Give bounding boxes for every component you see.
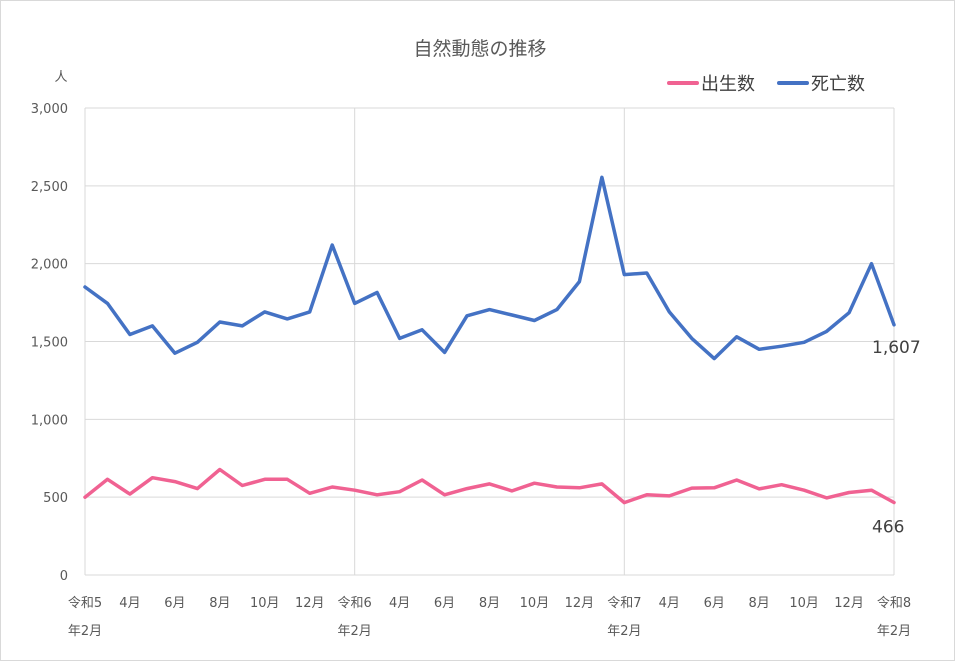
- x-tick-label: 10月: [520, 596, 550, 611]
- x-tick-label-year: 年2月: [338, 624, 372, 639]
- legend: 出生数 死亡数: [667, 74, 865, 95]
- y-tick-label: 500: [43, 491, 68, 506]
- x-tick-label-year: 年2月: [607, 624, 641, 639]
- x-tick-label: 令和8: [877, 596, 911, 611]
- x-tick-label: 8月: [749, 596, 770, 611]
- x-tick-label: 4月: [119, 596, 140, 611]
- y-tick-label: 1,500: [31, 336, 68, 351]
- y-tick-label: 0: [60, 569, 68, 584]
- x-tick-label: 6月: [704, 596, 725, 611]
- x-tick-label: 12月: [565, 596, 595, 611]
- y-axis-unit: 人: [54, 70, 67, 85]
- series-group: 466 1,607: [83, 175, 921, 537]
- chart-title: 自然動態の推移: [413, 38, 546, 60]
- y-tick-label: 2,500: [31, 180, 68, 195]
- x-tick-label: 10月: [250, 596, 280, 611]
- x-tick-label: 10月: [789, 596, 819, 611]
- x-tick-label-year: 年2月: [877, 624, 911, 639]
- gridlines: [84, 107, 895, 576]
- x-tick-label: 6月: [164, 596, 185, 611]
- x-tick-label: 8月: [209, 596, 230, 611]
- x-tick-label: 4月: [659, 596, 680, 611]
- x-tick-label: 12月: [295, 596, 325, 611]
- x-tick-label: 8月: [479, 596, 500, 611]
- x-tick-label: 令和7: [607, 596, 641, 611]
- y-tick-label: 1,000: [31, 413, 68, 428]
- y-axis-ticks: 0 500 1,000 1,500 2,000 2,500 3,000: [31, 102, 68, 584]
- end-data-label: 1,607: [872, 338, 921, 358]
- x-tick-label: 12月: [834, 596, 864, 611]
- legend-label: 死亡数: [811, 74, 865, 95]
- x-tick-label: 令和5: [68, 596, 102, 611]
- series-line-2: [83, 175, 896, 361]
- x-tick-label: 6月: [434, 596, 455, 611]
- x-tick-label: 令和6: [338, 596, 372, 611]
- y-tick-label: 2,000: [31, 258, 68, 273]
- y-tick-label: 3,000: [31, 102, 68, 117]
- x-tick-label: 4月: [389, 596, 410, 611]
- end-data-label: 466: [872, 517, 904, 537]
- legend-label: 出生数: [701, 74, 755, 95]
- series-line-1: [83, 467, 896, 505]
- x-tick-label-year: 年2月: [68, 624, 102, 639]
